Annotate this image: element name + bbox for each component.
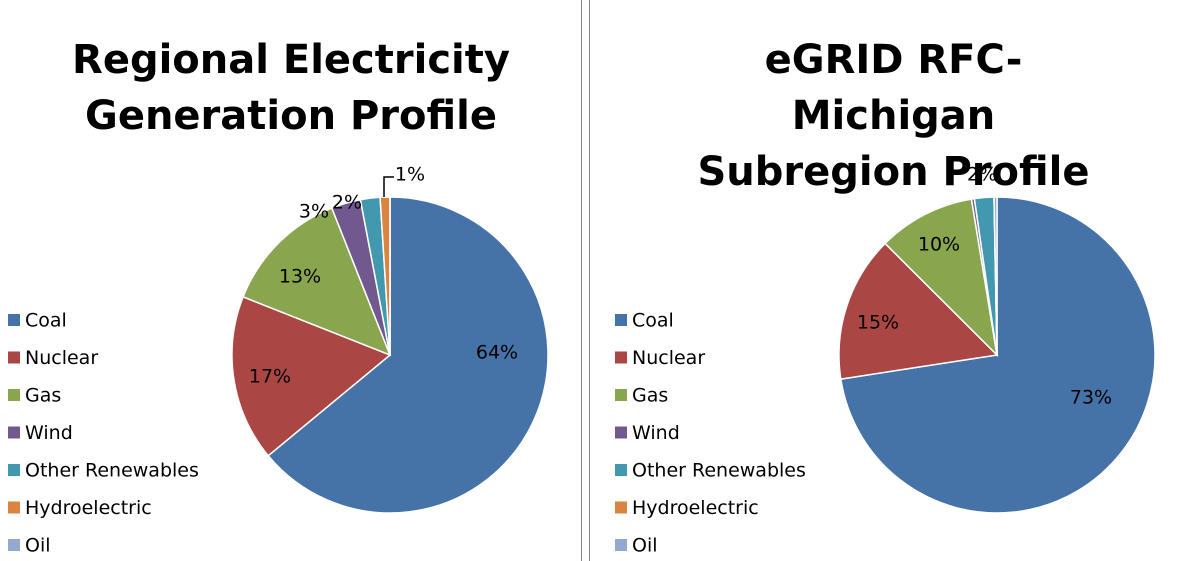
chart-panel: Regional Electricity Generation Profile … (0, 0, 582, 561)
legend-label: Gas (25, 385, 61, 407)
legend-swatch (8, 539, 20, 551)
pie-slice (267, 196, 549, 514)
legend-label: Wind (632, 422, 680, 444)
legend-label: Nuclear (632, 347, 705, 369)
legend-label: Other Renewables (25, 460, 199, 482)
leader-line (383, 176, 394, 197)
legend-swatch (8, 501, 20, 514)
pie-slice (242, 207, 392, 357)
legend-swatch (615, 464, 627, 476)
legend-swatch (8, 389, 20, 401)
data-label: 10% (918, 234, 960, 256)
data-label: 1% (395, 164, 425, 186)
legend-label: Wind (25, 422, 73, 444)
pie-slice (993, 196, 998, 356)
pie-slice (231, 295, 392, 457)
legend-label: Nuclear (25, 347, 98, 369)
legend-swatch (615, 426, 627, 439)
legend-swatch (8, 351, 20, 364)
legend-swatch (615, 389, 627, 401)
legend-label: Coal (632, 310, 674, 332)
pie-slice (884, 198, 999, 358)
legend-swatch (8, 426, 20, 439)
legend-label: Oil (25, 535, 51, 557)
legend-label: Hydroelectric (25, 497, 152, 519)
chart-title: Regional Electricity Generation Profile (72, 37, 510, 139)
data-label: 2% (332, 192, 362, 214)
data-label: 3% (299, 201, 329, 223)
pie-slice (838, 242, 999, 380)
legend-swatch (8, 464, 20, 476)
legend-label: Hydroelectric (632, 497, 759, 519)
legend-label: Other Renewables (632, 460, 806, 482)
legend-swatch (8, 314, 20, 326)
chart-panel: eGRID RFC-Michigan Subregion Profile 73%… (590, 0, 1197, 561)
legend-swatch (615, 351, 627, 364)
legend-swatch (615, 539, 627, 551)
legend-swatch (615, 314, 627, 326)
data-label: 17% (249, 366, 291, 388)
data-label: 13% (279, 266, 321, 288)
chart: 73% 15% 10% 2% Coal Nuclear Gas Wind Other Renew… (615, 164, 1156, 557)
data-label: 64% (476, 342, 518, 364)
chart: 64% 17% 13% 3% 2% 1% Coal Nuclear Gas Wind Other R… (8, 164, 549, 557)
data-label: 15% (857, 312, 899, 334)
legend-label: Oil (632, 535, 658, 557)
legend-label: Coal (25, 310, 67, 332)
chart-title: eGRID RFC-Michigan Subregion Profile (697, 37, 1090, 195)
legend-swatch (615, 501, 627, 514)
legend-label: Gas (632, 385, 668, 407)
divider (581, 0, 582, 561)
data-label: 73% (1070, 387, 1112, 409)
data-label: 2% (967, 164, 997, 186)
divider (589, 0, 590, 561)
